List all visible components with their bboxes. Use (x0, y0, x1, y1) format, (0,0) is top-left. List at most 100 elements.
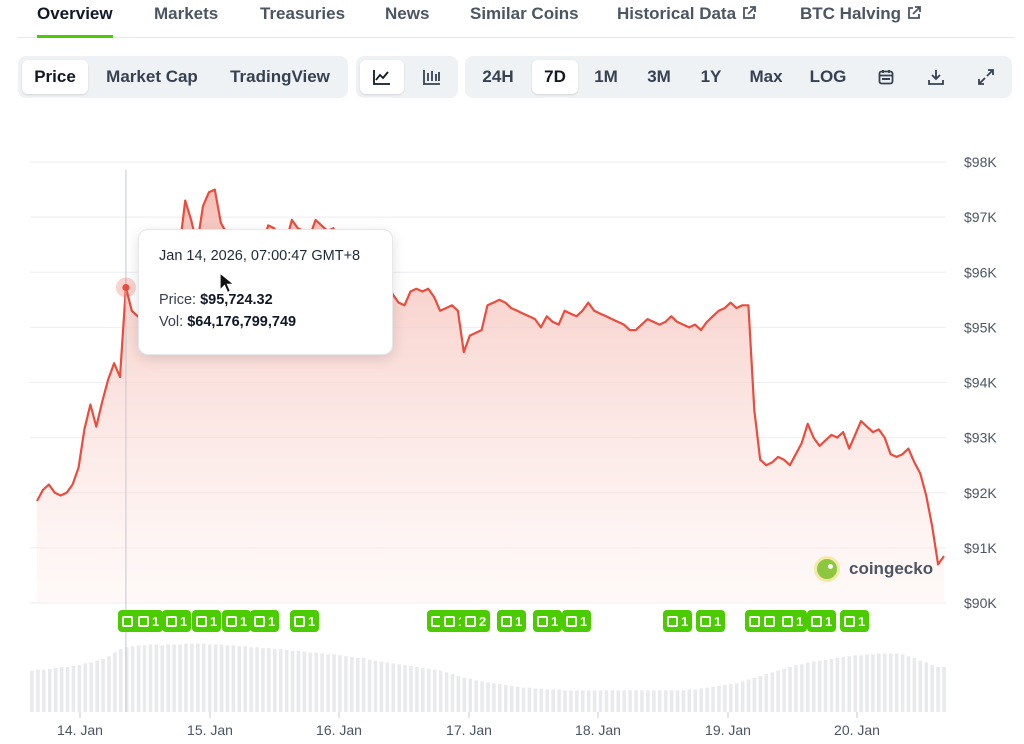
volume-bar (616, 690, 621, 712)
range-1m-button[interactable]: 1M (585, 60, 627, 94)
news-icon (667, 615, 678, 627)
button-label: 1M (594, 67, 618, 86)
volume-bar (800, 664, 804, 712)
volume-bar (729, 684, 733, 712)
news-count: 1 (796, 613, 804, 629)
button-label: 24H (482, 67, 514, 86)
volume-bar (219, 644, 224, 712)
volume-bar (71, 666, 76, 712)
news-badge[interactable]: 1 (807, 610, 837, 632)
tab-btc-halving[interactable]: BTC Halving (800, 4, 921, 38)
news-badge[interactable]: 1 (134, 610, 164, 632)
volume-bar (438, 670, 443, 712)
news-badge[interactable]: 1 (696, 610, 726, 632)
volume-bar (385, 662, 390, 712)
volume-bar (338, 655, 342, 712)
volume-bar (444, 672, 449, 712)
volume-bar (859, 655, 863, 712)
market-cap-view-button[interactable]: Market Cap (96, 60, 208, 94)
news-badge[interactable]: 1 (533, 610, 563, 632)
price-chart[interactable]: $98K $97K $96K $95K $94K $93K $92K $91K $90K 14.… (0, 110, 1024, 744)
news-badge[interactable]: 1 (663, 610, 693, 632)
volume-bar (811, 661, 816, 712)
volume-bar (344, 656, 348, 712)
volume-bar (201, 643, 206, 712)
tab-similar-coins[interactable]: Similar Coins (470, 4, 579, 38)
tab-markets[interactable]: Markets (154, 4, 218, 38)
news-badge[interactable]: 1 (222, 610, 252, 632)
log-scale-button[interactable]: LOG (802, 60, 854, 94)
x-tick-label: 18. Jan (575, 722, 621, 738)
news-icon (294, 615, 305, 627)
news-badge[interactable]: 1 (192, 610, 222, 632)
volume-bar (267, 648, 271, 712)
news-badge[interactable]: 1 (562, 610, 592, 632)
news-icon (782, 615, 793, 627)
volume-bar (296, 650, 301, 712)
volume-bar (332, 654, 336, 712)
mouse-cursor-icon (219, 272, 235, 294)
tab-treasuries[interactable]: Treasuries (260, 4, 345, 38)
volume-bar (515, 686, 520, 712)
news-badge[interactable]: 1 (290, 610, 320, 632)
volume-bar (498, 684, 502, 712)
volume-bar (509, 685, 514, 712)
coingecko-watermark: coingecko (814, 556, 933, 582)
tradingview-view-button[interactable]: TradingView (218, 60, 342, 94)
candlestick-chart-button[interactable] (410, 60, 454, 94)
volume-bar (273, 649, 277, 712)
line-chart-button[interactable] (360, 60, 404, 94)
volume-bar (740, 681, 745, 712)
download-button[interactable] (918, 60, 954, 94)
tab-historical-data[interactable]: Historical Data (617, 4, 756, 38)
tab-label: Similar Coins (470, 4, 579, 23)
news-icon (700, 615, 711, 627)
range-7d-button[interactable]: 7D (532, 60, 578, 94)
x-tick-label: 16. Jan (316, 722, 362, 738)
news-badge[interactable]: 2 (461, 610, 491, 632)
news-badge[interactable]: 1 (250, 610, 280, 632)
volume-bar (237, 646, 242, 712)
tab-news[interactable]: News (385, 4, 429, 38)
volume-bar (391, 663, 396, 712)
external-link-icon (908, 6, 921, 19)
volume-bar (545, 689, 550, 712)
volume-bar (675, 690, 680, 712)
volume-bar (865, 654, 869, 712)
volume-bar (912, 658, 917, 712)
volume-bar (823, 659, 828, 712)
calendar-button[interactable] (868, 60, 904, 94)
volume-bar (136, 645, 141, 712)
news-count: 1 (308, 613, 316, 629)
calendar-icon (878, 70, 894, 85)
volume-bar (326, 654, 330, 712)
news-badge[interactable]: 1 (778, 610, 808, 632)
volume-bar (225, 645, 230, 712)
volume-bar (172, 644, 176, 712)
volume-bar (776, 670, 780, 712)
y-tick-label: $95K (964, 319, 997, 335)
x-tick-label: 17. Jan (446, 722, 492, 738)
tooltip-date: Jan 14, 2026, 07:00:47 GMT+8 (159, 248, 361, 264)
news-count: 1 (580, 613, 588, 629)
volume-bar (456, 676, 461, 712)
volume-bar (474, 680, 478, 712)
range-24h-button[interactable]: 24H (473, 60, 523, 94)
volume-bar (415, 667, 419, 712)
y-tick-label: $97K (964, 209, 997, 225)
expand-button[interactable] (968, 60, 1004, 94)
volume-bar (426, 668, 431, 712)
news-badge[interactable]: 1 (162, 610, 192, 632)
volume-bar (243, 646, 247, 712)
news-badge[interactable]: 1 (497, 610, 527, 632)
news-badge[interactable]: 1 (840, 610, 870, 632)
volume-bar (723, 685, 727, 712)
range-max-button[interactable]: Max (741, 60, 791, 94)
volume-bar (888, 653, 893, 712)
volume-bar (42, 669, 46, 712)
news-icon (254, 615, 265, 627)
range-1y-button[interactable]: 1Y (692, 60, 730, 94)
tab-overview[interactable]: Overview (37, 4, 113, 38)
range-3m-button[interactable]: 3M (637, 60, 681, 94)
price-view-button[interactable]: Price (22, 60, 88, 94)
